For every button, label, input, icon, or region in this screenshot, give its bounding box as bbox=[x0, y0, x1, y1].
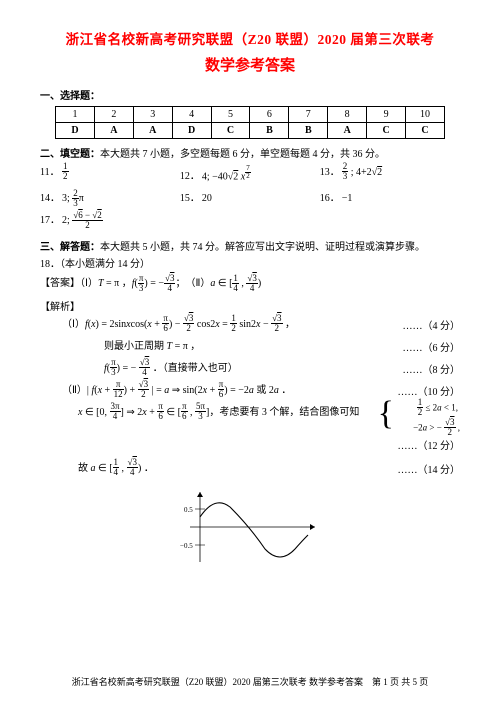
fill-heading-rest: 本大题共 7 小题，多空题每题 6 分，单空题每题 4 分，共 36 分。 bbox=[100, 149, 385, 160]
score-6: ……（6 分） bbox=[403, 339, 461, 359]
sol-line-6: 故 a ∈ [14 , √34) ． ……（14 分） bbox=[40, 459, 460, 479]
score-8: ……（8 分） bbox=[403, 361, 461, 381]
brace-top: 12 ≤ 2a < 1, bbox=[417, 399, 458, 418]
fill-heading-bold: 二、填空题： bbox=[40, 149, 100, 160]
proof-heading-bold: 三、解答题： bbox=[40, 242, 100, 253]
brace-bot: −2a > − √32 , bbox=[413, 419, 460, 438]
mc-answer-table: 12 34 56 78 910 DA AD CB BA CC bbox=[55, 106, 445, 139]
answer-label: 【答案】 bbox=[40, 278, 80, 289]
analysis-label: 【解析】 bbox=[40, 298, 460, 313]
score-4: ……（4 分） bbox=[403, 317, 461, 337]
answer-block: 【答案】（Ⅰ）T = π ，f(π3) = −√34； （Ⅱ）a ∈ [14 ,… bbox=[40, 274, 460, 293]
sol-line-4: （Ⅱ）| f(x + π12) + √32 | = a ⇒ sin(2x + π… bbox=[40, 381, 460, 401]
page-footer: 浙江省名校新高考研究联盟（Z20 联盟）2020 届第三次联考 数学参考答案 第… bbox=[0, 675, 500, 688]
fill-item-13: 13．23 ; 4+2√2 bbox=[320, 162, 460, 188]
proof-heading-rest: 本大题共 5 小题，共 74 分。解答应写出文字说明、证明过程或演算步骤。 bbox=[100, 242, 425, 253]
sine-graph: 0.5 −0.5 bbox=[40, 487, 460, 570]
sol-line-1: （Ⅰ）f(x) = 2sinxcos(x + π6) − √32 cos2x =… bbox=[40, 315, 460, 335]
fill-item-14: 14．3; 23π bbox=[40, 188, 180, 210]
brace-icon: { bbox=[378, 397, 394, 431]
sol-line-5: x ∈ [0, 3π4] ⇒ 2x + π6 ∈ [π6 , 5π3]，考虑要有… bbox=[40, 403, 460, 441]
graph-svg: 0.5 −0.5 bbox=[180, 487, 320, 567]
table-row: DA AD CB BA CC bbox=[56, 123, 445, 139]
doc-title-line1: 浙江省名校新高考研究联盟（Z20 联盟）2020 届第三次联考 bbox=[40, 28, 460, 48]
fill-item-17: 17．2; √6 − √22 bbox=[40, 210, 292, 232]
section-fill-heading: 二、填空题：本大题共 7 小题，多空题每题 6 分，单空题每题 4 分，共 36… bbox=[40, 145, 460, 160]
fill-item-16: 16．−1 bbox=[320, 188, 460, 210]
sol-line-3: f(π3) = − √34 ．（直接带入也可） ……（8 分） bbox=[40, 359, 460, 379]
section-proof-heading: 三、解答题：本大题共 5 小题，共 74 分。解答应写出文字说明、证明过程或演算… bbox=[40, 238, 460, 253]
fill-item-11: 11．12 bbox=[40, 162, 180, 188]
score-12: ……（12 分） bbox=[398, 437, 461, 457]
score-14: ……（14 分） bbox=[398, 461, 461, 481]
fill-answers: 11．12 12．4; −40√2 x72 13．23 ; 4+2√2 14．3… bbox=[40, 162, 460, 232]
q18-label: 18．（本小题满分 14 分） bbox=[40, 255, 460, 270]
ytick-neg: −0.5 bbox=[180, 542, 193, 550]
fill-item-12: 12．4; −40√2 x72 bbox=[180, 162, 320, 188]
sol-line-2: 则最小正周期 T = π ， ……（6 分） bbox=[40, 337, 460, 357]
section-mc-heading: 一、选择题： bbox=[40, 87, 460, 102]
ytick-pos: 0.5 bbox=[184, 506, 193, 514]
table-row: 12 34 56 78 910 bbox=[56, 107, 445, 123]
fill-item-15: 15．20 bbox=[180, 188, 320, 210]
doc-title-line2: 数学参考答案 bbox=[40, 54, 460, 75]
